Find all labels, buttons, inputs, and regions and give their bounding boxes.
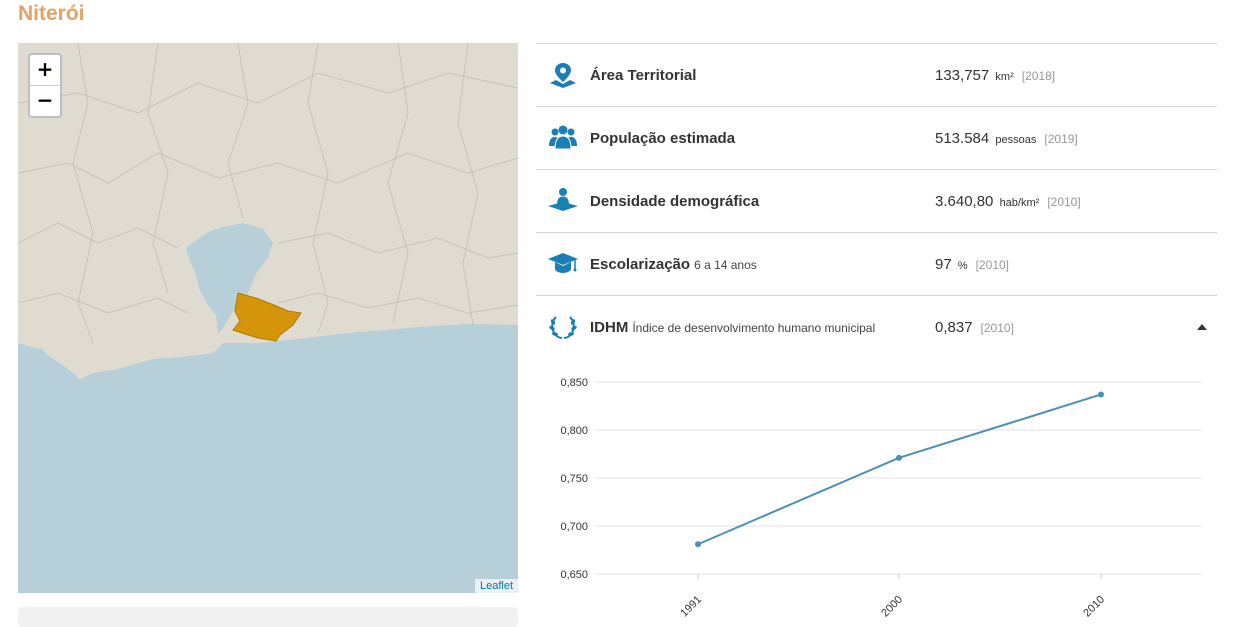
people-icon bbox=[548, 124, 578, 152]
indicator-value: 3.640,80 hab/km² [2010] bbox=[935, 193, 1081, 210]
zoom-control: + − bbox=[28, 53, 62, 118]
map-pin-icon bbox=[548, 61, 578, 89]
series-line bbox=[697, 393, 1102, 546]
map-attribution-link[interactable]: Leaflet bbox=[474, 579, 518, 593]
y-tick-label: 0,650 bbox=[560, 569, 588, 581]
map-footer bbox=[18, 607, 518, 627]
indicator-label: Escolarização 6 a 14 anos bbox=[590, 256, 757, 273]
indicator-label: População estimada bbox=[590, 130, 736, 147]
x-tick-label: 2000 bbox=[879, 594, 905, 620]
zoom-in-button[interactable]: + bbox=[36, 57, 54, 81]
indicator-row-population: População estimada 513.584 pessoas [2019] bbox=[536, 106, 1217, 169]
indicator-row-density: Densidade demográfica 3.640,80 hab/km² [2… bbox=[536, 169, 1217, 232]
x-tick-label: 1991 bbox=[678, 594, 704, 620]
page-title: Niterói bbox=[18, 2, 85, 25]
idhm-line-chart: 0,650 0,700 0,750 0,800 0,850 1991 2000 2010 bbox=[560, 377, 1202, 620]
y-tick-label: 0,750 bbox=[560, 473, 588, 485]
indicator-value: 0,837 [2010] bbox=[935, 319, 1014, 336]
indicator-label: Densidade demográfica bbox=[590, 193, 760, 210]
density-person-icon bbox=[548, 187, 578, 215]
indicators-panel: Área Territorial 133,757 km² [2018] Popul… bbox=[536, 43, 1217, 358]
indicator-row-area: Área Territorial 133,757 km² [2018] bbox=[536, 43, 1217, 106]
laurel-icon bbox=[548, 313, 578, 341]
indicator-row-idhm[interactable]: IDHM Índice de desenvolvimento humano mun… bbox=[536, 295, 1217, 358]
indicator-label: Área Territorial bbox=[590, 67, 697, 84]
indicator-row-schooling: Escolarização 6 a 14 anos 97 % [2010] bbox=[536, 232, 1217, 295]
indicator-value: 513.584 pessoas [2019] bbox=[935, 130, 1078, 147]
y-tick-label: 0,850 bbox=[560, 377, 588, 389]
zoom-out-button[interactable]: − bbox=[30, 85, 60, 116]
y-tick-label: 0,800 bbox=[560, 425, 588, 437]
indicator-value: 97 % [2010] bbox=[935, 256, 1010, 273]
indicator-value: 133,757 km² [2018] bbox=[935, 67, 1056, 84]
map-canvas[interactable] bbox=[18, 43, 518, 593]
y-tick-label: 0,700 bbox=[560, 521, 588, 533]
x-tick-label: 2010 bbox=[1081, 594, 1107, 620]
collapse-caret-icon[interactable] bbox=[1197, 324, 1207, 330]
data-point bbox=[896, 454, 902, 461]
map[interactable]: + − Leaflet bbox=[18, 43, 518, 593]
niteroi-area[interactable] bbox=[232, 292, 302, 342]
data-point bbox=[1098, 391, 1104, 398]
data-point bbox=[695, 541, 701, 548]
indicator-label: IDHM Índice de desenvolvimento humano mun… bbox=[590, 319, 876, 336]
graduation-cap-icon bbox=[548, 250, 578, 278]
